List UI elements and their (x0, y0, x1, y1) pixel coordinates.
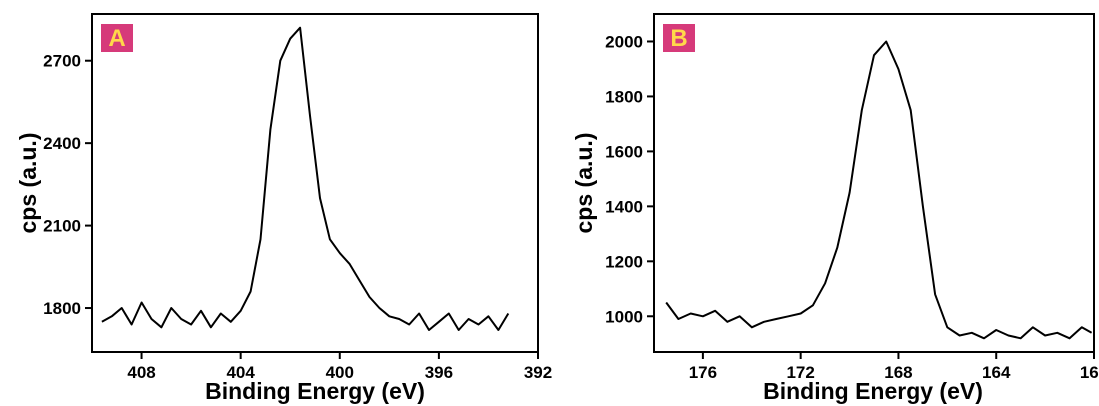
panel-a-x-ticks: 408 404 400 396 392 (127, 352, 552, 382)
panel-b-y-axis-label: cps (a.u.) (571, 133, 597, 234)
panel-b-y-tick-label: 1600 (605, 142, 643, 161)
panel-b-x-tick-label: 172 (786, 363, 814, 382)
panel-b-x-tick-label: 168 (884, 363, 912, 382)
panel-b-x-tick-label: 160 (1080, 363, 1099, 382)
panel-a-plot-frame (91, 13, 539, 353)
panel-a-badge-label: A (108, 25, 125, 52)
panel-b-x-axis-label: Binding Energy (eV) (763, 378, 983, 404)
panel-a-spectrum-line (101, 26, 510, 331)
panel-b-x-tick-label: 176 (689, 363, 717, 382)
panel-a-y-tick-label: 2100 (43, 217, 81, 236)
panel-a-y-tick-label: 1800 (43, 299, 81, 318)
panel-b-badge (663, 24, 695, 52)
panel-b: 1000 1200 1400 1600 1800 2000 176 172 168 164 160… (571, 13, 1099, 404)
panel-b-x-tick-label: 164 (982, 363, 1011, 382)
panel-b-y-ticks: 1000 1200 1400 1600 1800 2000 (605, 32, 654, 326)
panel-b-spectrum-line (665, 40, 1093, 340)
panel-a-x-tick-label: 392 (524, 363, 552, 382)
panel-b-y-tick-label: 2000 (605, 32, 643, 51)
panel-a-x-tick-label: 396 (425, 363, 453, 382)
panel-b-plot-frame (653, 13, 1095, 353)
panel-b-y-tick-label: 1400 (605, 197, 643, 216)
panel-a-x-tick-label: 404 (226, 363, 255, 382)
panel-a-x-tick-label: 400 (326, 363, 354, 382)
panel-a-x-axis-label: Binding Energy (eV) (205, 378, 425, 404)
panel-b-badge-label: B (670, 25, 687, 52)
panel-a: 1800 2100 2400 2700 408 404 400 396 392 A cps (… (15, 13, 552, 404)
panel-a-y-tick-label: 2400 (43, 134, 81, 153)
panel-a-badge (101, 24, 133, 52)
panel-a-x-tick-label: 408 (127, 363, 155, 382)
panel-a-y-ticks: 1800 2100 2400 2700 (43, 52, 92, 318)
panel-b-y-tick-label: 1200 (605, 252, 643, 271)
panel-a-y-axis-label: cps (a.u.) (15, 133, 41, 234)
panel-b-y-tick-label: 1000 (605, 307, 643, 326)
panel-b-y-tick-label: 1800 (605, 87, 643, 106)
panel-b-x-ticks: 176 172 168 164 160 (689, 352, 1099, 382)
panel-a-y-tick-label: 2700 (43, 52, 81, 71)
